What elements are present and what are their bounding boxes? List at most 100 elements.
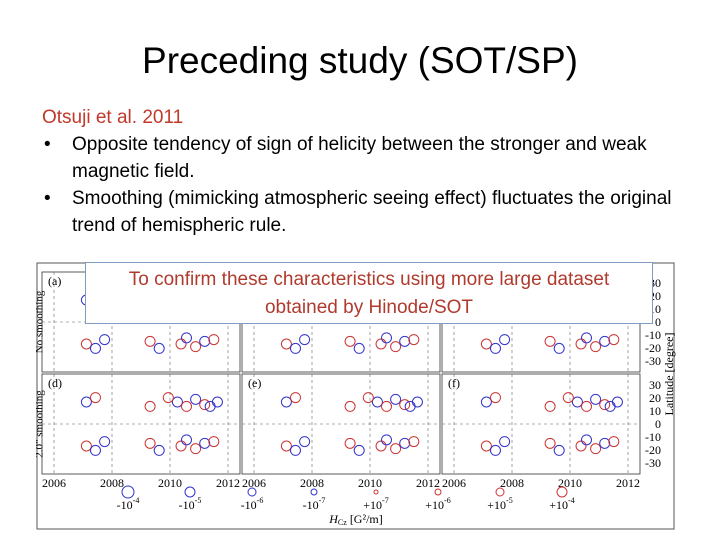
legend-exp: -5 [195, 496, 202, 505]
marker [562, 392, 574, 404]
legend-exp: -5 [506, 496, 513, 505]
marker [399, 437, 411, 449]
marker [408, 436, 420, 448]
marker [399, 335, 411, 347]
marker [375, 440, 387, 452]
x-tick-label: 2008 [500, 476, 524, 490]
marker [80, 338, 92, 350]
marker [480, 440, 492, 452]
bullet: Opposite tendency of sign of helicity be… [42, 131, 682, 185]
x-tick-label: 2012 [416, 476, 440, 490]
marker [299, 436, 311, 448]
legend-exp: -6 [444, 496, 451, 505]
marker [553, 444, 565, 456]
marker [80, 396, 92, 408]
legend-label: +10-7 [363, 496, 388, 512]
marker [280, 338, 292, 350]
marker [190, 393, 202, 405]
marker [608, 334, 620, 346]
marker [208, 436, 220, 448]
marker [204, 400, 216, 412]
legend-exp: -4 [133, 496, 140, 505]
marker [280, 396, 292, 408]
legend-label: -10-5 [179, 496, 202, 512]
marker [590, 341, 602, 353]
marker [381, 332, 392, 344]
lat-tick-label: 30 [649, 378, 661, 392]
panel-label: (d) [48, 376, 62, 390]
lat-tick-label: -30 [645, 456, 661, 470]
marker [144, 335, 156, 347]
marker [499, 334, 511, 346]
marker [581, 434, 592, 446]
marker [353, 444, 365, 456]
marker [499, 436, 511, 448]
marker [590, 393, 602, 405]
marker [190, 443, 202, 455]
legend-exp: -6 [257, 496, 264, 505]
marker [375, 338, 387, 350]
marker [90, 342, 101, 354]
marker [571, 396, 583, 408]
marker [604, 400, 616, 412]
legend-base: +10 [487, 498, 506, 512]
lat-label: Latitude [degree] [662, 333, 676, 416]
body-text: Otsuji et al. 2011 Opposite tendency of … [42, 104, 682, 239]
legend-base: +10 [549, 498, 568, 512]
row-label: 2.0" smoothing [36, 390, 46, 458]
x-tick-label: 2010 [158, 476, 182, 490]
lat-tick-label: -20 [645, 341, 661, 355]
legend-base: -10 [241, 498, 257, 512]
marker [199, 437, 211, 449]
row-label: No smoothing [36, 290, 46, 353]
marker [290, 342, 301, 354]
marker [490, 392, 501, 404]
marker [175, 440, 187, 452]
marker [362, 392, 374, 404]
marker [144, 437, 156, 449]
marker [280, 440, 292, 452]
legend-marker [310, 488, 318, 496]
marker [181, 434, 192, 446]
marker [575, 338, 587, 350]
x-tick-label: 2008 [100, 476, 124, 490]
panel-label: (a) [48, 274, 61, 288]
marker [90, 444, 101, 456]
marker [599, 399, 611, 411]
marker [490, 444, 501, 456]
marker [399, 399, 411, 411]
marker [99, 436, 111, 448]
legend-base: +10 [363, 498, 382, 512]
legend-marker [247, 487, 257, 497]
marker [211, 396, 223, 408]
x-tick-label: 2012 [616, 476, 640, 490]
marker [171, 396, 183, 408]
x-label-symbol: H [328, 512, 339, 526]
marker [181, 400, 192, 412]
x-tick-label: 2006 [442, 476, 466, 490]
marker [544, 400, 556, 412]
callout: To confirm these characteristics using m… [85, 262, 653, 324]
marker [344, 437, 356, 449]
marker [290, 444, 301, 456]
marker [344, 335, 356, 347]
legend-base: +10 [425, 498, 444, 512]
marker [590, 443, 602, 455]
legend-label: -10-4 [117, 496, 140, 512]
slide-title: Preceding study (SOT/SP) [142, 40, 578, 81]
marker [599, 437, 611, 449]
marker [153, 444, 165, 456]
marker [608, 436, 620, 448]
author: Otsuji et al. 2011 [42, 107, 184, 128]
bullet: Smoothing (mimicking atmospheric seeing … [42, 185, 682, 239]
x-tick-label: 2010 [558, 476, 582, 490]
legend-label: +10-5 [487, 496, 512, 512]
marker [199, 399, 211, 411]
marker [480, 396, 492, 408]
marker [90, 392, 101, 404]
marker [575, 440, 587, 452]
lat-tick-label: 0 [655, 417, 661, 431]
legend-label: +10-4 [549, 496, 574, 512]
marker [390, 393, 402, 405]
